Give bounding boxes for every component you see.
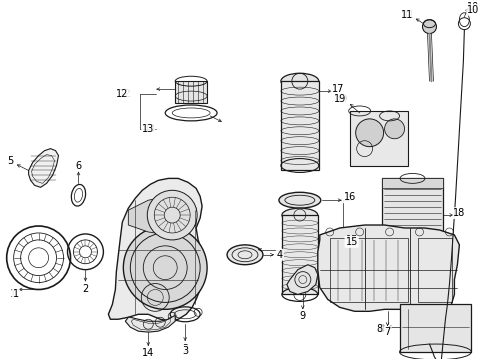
Text: 5: 5: [7, 156, 14, 166]
Text: 4: 4: [276, 250, 283, 260]
Text: 5: 5: [7, 156, 14, 166]
Text: 11: 11: [403, 10, 415, 20]
Text: 7: 7: [384, 327, 390, 337]
Text: 19: 19: [335, 94, 347, 104]
Circle shape: [422, 20, 436, 33]
Text: 9: 9: [299, 311, 305, 321]
Polygon shape: [128, 196, 196, 235]
Text: 12: 12: [116, 89, 128, 99]
Bar: [329, 238, 407, 302]
Text: 16: 16: [343, 192, 355, 202]
Text: 16: 16: [343, 192, 355, 202]
Text: 1: 1: [10, 289, 16, 300]
Circle shape: [384, 119, 404, 139]
Bar: [280, 81, 318, 171]
Text: 19: 19: [333, 94, 345, 104]
Text: 11: 11: [401, 10, 413, 20]
Text: 18: 18: [452, 208, 465, 218]
Text: 8: 8: [378, 324, 384, 334]
Text: 14: 14: [142, 348, 154, 358]
Polygon shape: [317, 225, 458, 311]
Polygon shape: [29, 149, 59, 187]
Circle shape: [355, 119, 383, 147]
Ellipse shape: [278, 192, 320, 208]
Bar: [381, 246, 443, 256]
Text: 2: 2: [82, 284, 88, 294]
Bar: [399, 304, 470, 352]
Text: 7: 7: [384, 327, 390, 337]
Text: 17: 17: [331, 84, 343, 94]
Text: 6: 6: [75, 161, 81, 171]
Text: 14: 14: [142, 348, 154, 358]
Text: 13: 13: [144, 124, 156, 134]
Bar: [175, 81, 207, 103]
Text: 10: 10: [466, 2, 479, 12]
Text: 4: 4: [276, 250, 283, 260]
Bar: [281, 215, 317, 294]
Text: 2: 2: [82, 284, 88, 294]
Polygon shape: [125, 315, 175, 332]
Bar: [417, 238, 451, 302]
Text: 15: 15: [345, 235, 357, 245]
Bar: [381, 179, 443, 188]
Ellipse shape: [281, 208, 317, 222]
Text: 3: 3: [182, 346, 188, 356]
Polygon shape: [286, 265, 317, 294]
Text: 6: 6: [75, 161, 81, 171]
Ellipse shape: [226, 245, 263, 265]
Bar: [381, 179, 443, 256]
Text: 10: 10: [466, 5, 479, 15]
Text: 12: 12: [119, 89, 131, 99]
Text: 9: 9: [299, 311, 305, 321]
Text: 1: 1: [13, 289, 19, 300]
Circle shape: [123, 226, 207, 309]
Circle shape: [147, 190, 197, 240]
Text: 17: 17: [331, 84, 343, 94]
Text: 15: 15: [345, 237, 357, 247]
Text: 18: 18: [452, 208, 465, 218]
Polygon shape: [108, 179, 204, 321]
Ellipse shape: [280, 73, 318, 89]
Bar: [349, 111, 407, 166]
Text: 13: 13: [142, 124, 154, 134]
Text: 3: 3: [182, 344, 188, 354]
Text: 8: 8: [376, 324, 382, 334]
